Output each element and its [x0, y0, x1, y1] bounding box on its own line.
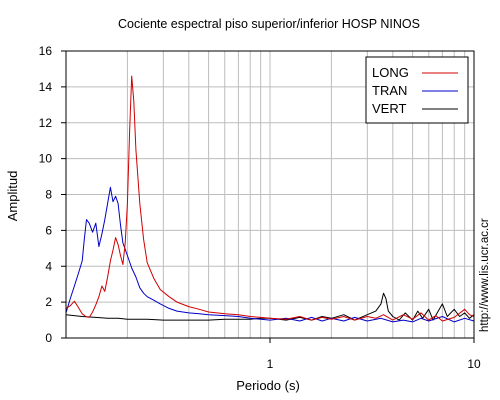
- y-tick-label: 4: [45, 259, 52, 273]
- y-tick-label: 6: [45, 223, 52, 237]
- y-tick-label: 10: [39, 152, 53, 166]
- legend-box: [365, 56, 469, 124]
- legend-label-long: LONG: [372, 65, 409, 80]
- legend-items: LONG TRAN VERT: [372, 65, 458, 116]
- y-tick-label: 16: [39, 44, 53, 58]
- x-axis-ticks: 1 10: [267, 338, 481, 371]
- legend-label-vert: VERT: [372, 101, 406, 116]
- y-tick-label: 2: [45, 295, 52, 309]
- x-tick-label: 10: [467, 357, 481, 371]
- x-tick-label: 1: [267, 357, 274, 371]
- series-line-tran: [65, 186, 475, 323]
- y-tick-label: 14: [39, 80, 53, 94]
- y-axis-label: Amplitud: [5, 171, 20, 222]
- side-url-note: http://www.lis.ucr.ac.cr: [479, 218, 491, 332]
- series-line-long: [65, 75, 475, 322]
- legend-label-tran: TRAN: [372, 83, 407, 98]
- legend: LONG TRAN VERT: [365, 56, 469, 124]
- series-lines: [65, 75, 475, 323]
- x-axis-label: Periodo (s): [236, 378, 300, 393]
- chart-title: Cociente espectral piso superior/inferio…: [118, 17, 420, 31]
- y-tick-label: 0: [45, 331, 52, 345]
- y-axis-ticks: 0 2 4 6 8 10 12 14 16: [39, 44, 66, 345]
- y-tick-label: 12: [39, 116, 53, 130]
- y-tick-label: 8: [45, 188, 52, 202]
- grid-lines: [66, 51, 474, 338]
- series-line-vert: [65, 292, 475, 321]
